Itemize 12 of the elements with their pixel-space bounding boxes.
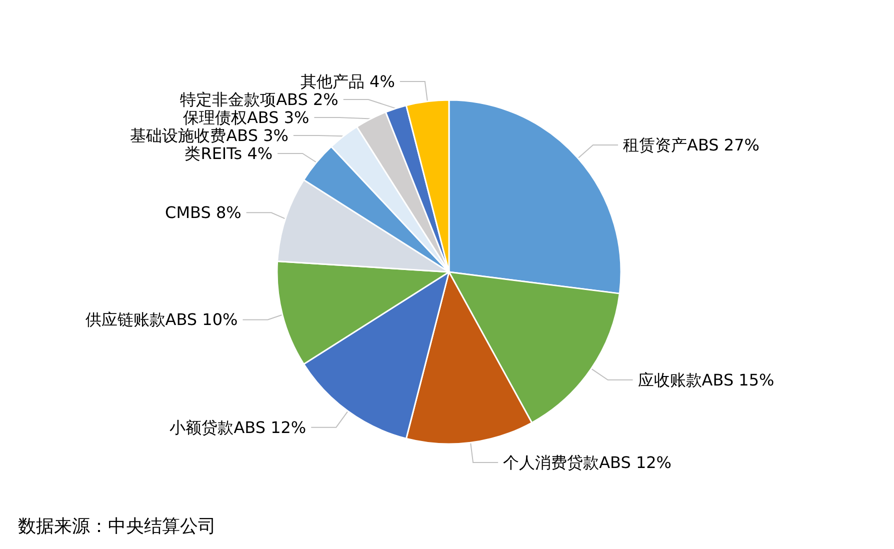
slice-label: 特定非金款项ABS 2% xyxy=(180,90,338,110)
slice-label: 小额贷款ABS 12% xyxy=(170,418,306,437)
source-note: 数据来源：中央结算公司 xyxy=(18,516,216,536)
slice-label: CMBS 8% xyxy=(165,203,242,222)
slice-label: 个人消费贷款ABS 12% xyxy=(503,452,672,472)
slice-label: 基础设施收费ABS 3% xyxy=(130,126,288,146)
slice-label: 保理债权ABS 3% xyxy=(182,108,310,128)
slice-label: 供应链账款ABS 10% xyxy=(85,310,238,330)
slice-label: 租赁资产ABS 27% xyxy=(623,136,760,155)
slice-label: 应收账款ABS 15% xyxy=(638,370,774,390)
slice-label: 其他产品 4% xyxy=(300,72,395,92)
slice-label: 类REITs 4% xyxy=(184,144,273,164)
